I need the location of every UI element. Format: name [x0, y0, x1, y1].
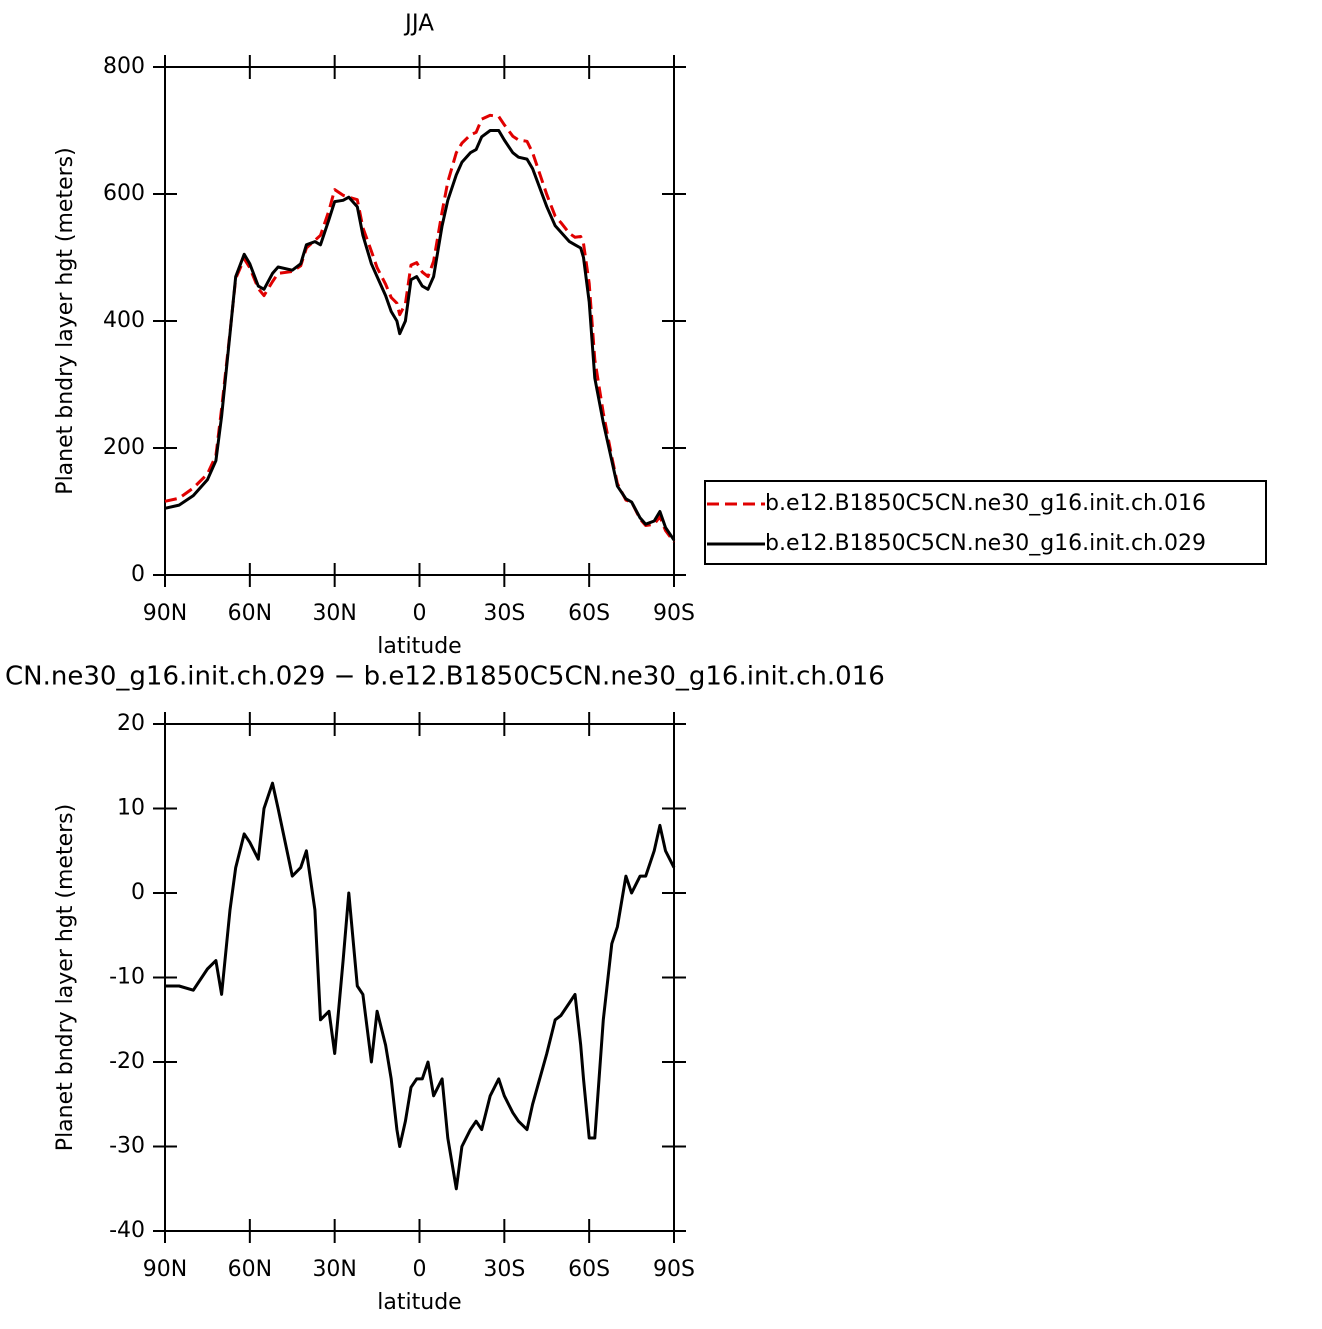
x-tick-label: 60N	[228, 1257, 272, 1282]
data-line	[165, 781, 676, 1191]
series-line	[164, 113, 676, 543]
y-tick-label: 0	[131, 880, 145, 905]
x-tick-label: 90N	[143, 1257, 187, 1282]
x-axis-label: latitude	[377, 634, 461, 659]
y-tick-label: 0	[131, 562, 145, 587]
y-tick-label: -40	[109, 1218, 145, 1243]
y-tick-label: 400	[103, 308, 145, 333]
x-tick-label: 30S	[483, 1257, 525, 1282]
legend-label: b.e12.B1850C5CN.ne30_g16.init.ch.016	[765, 491, 1206, 516]
x-tick-label: 90S	[653, 601, 695, 626]
x-tick-label: 30N	[312, 1257, 356, 1282]
y-tick-label: -30	[109, 1134, 145, 1159]
y-tick-label: 800	[103, 54, 145, 79]
plot-frame	[164, 66, 675, 576]
x-tick-label: 0	[413, 1257, 427, 1282]
legend-box	[704, 480, 1267, 565]
y-axis-label: Planet bndry layer hgt (meters)	[53, 804, 78, 1151]
y-tick-label: 200	[103, 435, 145, 460]
y-tick-label: -10	[109, 965, 145, 990]
y-tick-label: -20	[109, 1049, 145, 1074]
series-line	[164, 129, 676, 541]
x-tick-label: 90S	[653, 1257, 695, 1282]
x-tick-label: 0	[413, 601, 427, 626]
x-tick-label: 60S	[568, 601, 610, 626]
chart-title: JJA	[403, 11, 434, 37]
x-axis-label: latitude	[377, 1290, 461, 1315]
plot-frame	[164, 723, 675, 1232]
y-tick-label: 10	[117, 796, 145, 821]
x-tick-label: 60N	[228, 601, 272, 626]
x-tick-label: 60S	[568, 1257, 610, 1282]
y-tick-label: 600	[103, 181, 145, 206]
chart-title: CN.ne30_g16.init.ch.029 − b.e12.B1850C5C…	[5, 662, 885, 692]
legend-label: b.e12.B1850C5CN.ne30_g16.init.ch.029	[765, 531, 1206, 556]
y-tick-label: 20	[117, 711, 145, 736]
x-tick-label: 90N	[143, 601, 187, 626]
x-tick-label: 30N	[312, 601, 356, 626]
x-tick-label: 30S	[483, 601, 525, 626]
y-axis-label: Planet bndry layer hgt (meters)	[53, 147, 78, 494]
